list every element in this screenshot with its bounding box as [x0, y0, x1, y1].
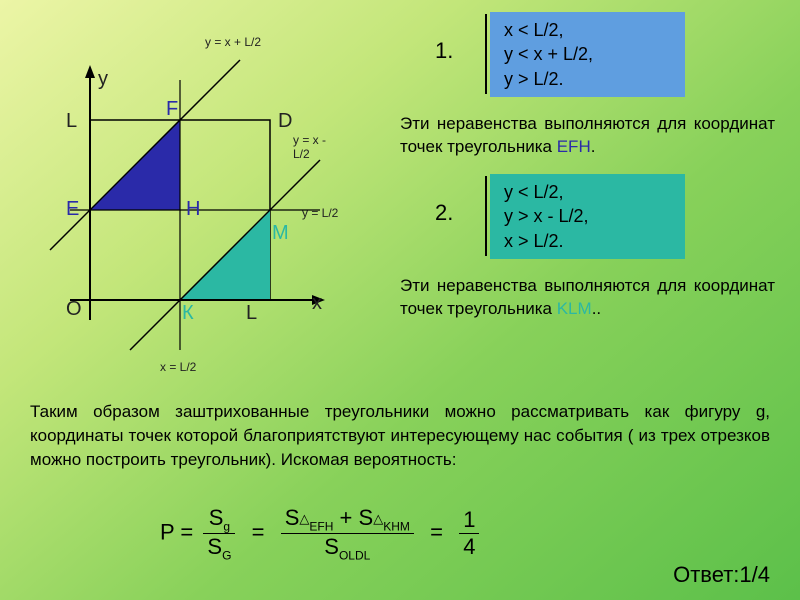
probability-formula: P = Sg SG = S△EFH + S△KHM SOLDL = 1 4: [160, 505, 483, 563]
text1-em: EFH: [557, 137, 591, 156]
pt-F: F: [166, 98, 178, 121]
pt-H: H: [186, 198, 200, 221]
label-x-eq-half: x = L/2: [160, 360, 196, 374]
pt-E: E: [66, 198, 79, 221]
formula-P: P =: [160, 520, 193, 545]
eq1: =: [252, 520, 265, 545]
pt-x: x: [312, 292, 322, 315]
ineq2-line2: y > x - L/2,: [504, 204, 671, 228]
ineq2-number: 2.: [435, 200, 453, 226]
pt-M: M: [272, 222, 289, 245]
text1: Эти неравенства выполняются для координа…: [400, 113, 775, 159]
label-y-eq-x-minus: y = x - L/2: [293, 133, 340, 161]
ineq2-line3: х > L/2.: [504, 229, 671, 253]
answer-text: Ответ:1/4: [673, 562, 770, 588]
text2: Эти неравенства выполняются для координа…: [400, 275, 775, 321]
text2-em: KLM: [557, 299, 592, 318]
ineq1-line2: y < x + L/2,: [504, 42, 671, 66]
summary-text: Таким образом заштрихованные треугольник…: [30, 400, 770, 471]
pt-L-bot: L: [246, 302, 257, 325]
frac-sg-sG: Sg SG: [203, 505, 235, 563]
frac-areas: S△EFH + S△KHM SOLDL: [281, 505, 414, 563]
ineq2-line1: y < L/2,: [504, 180, 671, 204]
pt-O: O: [66, 298, 82, 321]
ineq1-number: 1.: [435, 38, 453, 64]
label-y-eq-x-plus: y = x + L/2: [205, 35, 261, 49]
label-y-eq-half: y = L/2: [302, 206, 338, 220]
ineq1-line3: y > L/2.: [504, 67, 671, 91]
pt-K: К: [182, 302, 194, 325]
geometry-diagram: y = x + L/2 y = x - L/2 y = L/2 x = L/2 …: [20, 20, 340, 390]
frac-result: 1 4: [459, 507, 479, 560]
ineq1-box: x < L/2, y < x + L/2, y > L/2.: [490, 12, 685, 97]
ineq1-bar: [485, 14, 487, 94]
ineq1-line1: x < L/2,: [504, 18, 671, 42]
ineq2-box: y < L/2, y > x - L/2, х > L/2.: [490, 174, 685, 259]
pt-D: D: [278, 110, 292, 133]
eq2: =: [430, 520, 443, 545]
ineq2-bar: [485, 176, 487, 256]
pt-L-top: L: [66, 110, 77, 133]
pt-y: y: [98, 68, 108, 91]
